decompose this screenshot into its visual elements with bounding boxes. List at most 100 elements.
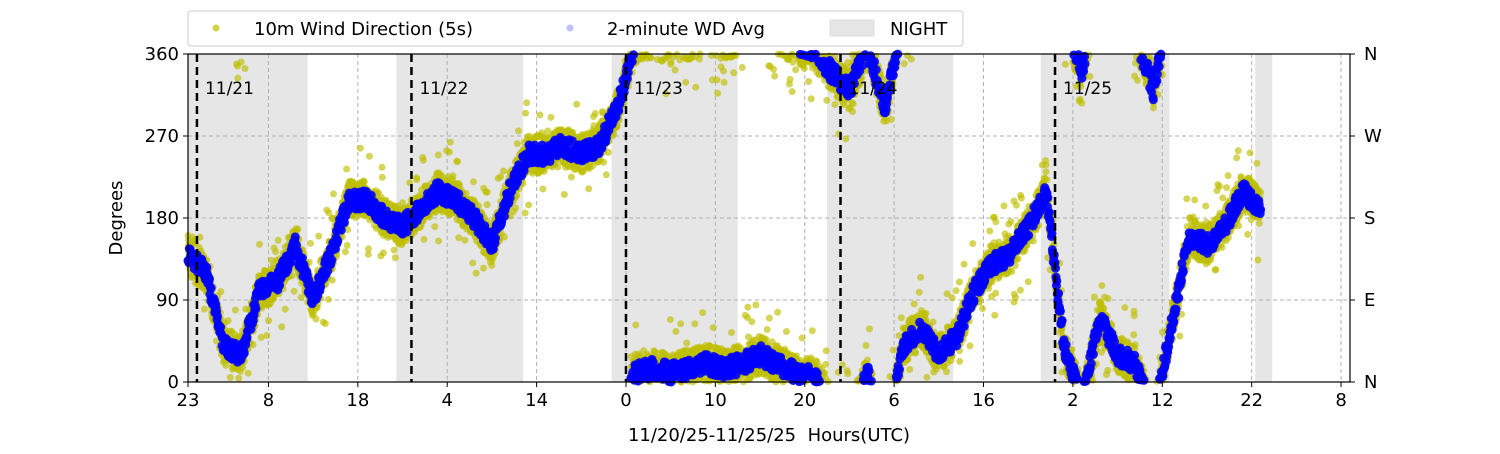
wd5s-point — [763, 336, 770, 343]
wd5s-point — [1121, 304, 1128, 311]
wd5s-point — [943, 368, 950, 375]
wd2min-point — [205, 275, 214, 284]
wd5s-point — [361, 178, 368, 185]
wd5s-point — [1043, 176, 1050, 183]
wd5s-point — [805, 78, 812, 85]
wd5s-point — [1218, 244, 1225, 251]
wd5s-point — [1233, 154, 1240, 161]
wd5s-point — [235, 375, 242, 382]
wd5s-point — [1202, 203, 1209, 210]
wd5s-point — [1007, 218, 1014, 225]
wd5s-point — [201, 306, 208, 313]
wd5s-point — [536, 111, 543, 118]
wd5s-point — [1134, 77, 1141, 84]
wd5s-point — [1212, 266, 1219, 273]
wd5s-point — [461, 237, 468, 244]
wd5s-point — [844, 370, 851, 377]
wd5s-point — [238, 59, 245, 66]
wd5s-point — [294, 226, 301, 233]
wd5s-point — [770, 66, 777, 73]
wd5s-point — [863, 342, 870, 349]
wd5s-point — [446, 149, 453, 156]
wd5s-point — [431, 223, 438, 230]
wd5s-point — [307, 240, 314, 247]
wd5s-point — [272, 248, 279, 255]
wd5s-point — [525, 201, 532, 208]
wd5s-point — [728, 329, 735, 336]
wd5s-point — [365, 245, 372, 252]
wd5s-point — [392, 254, 399, 261]
wd5s-point — [463, 190, 470, 197]
wd5s-point — [911, 300, 918, 307]
wd5s-point — [512, 204, 519, 211]
wd5s-point — [275, 237, 282, 244]
wd5s-point — [1062, 61, 1069, 68]
wd5s-point — [1104, 367, 1111, 374]
wd2min-point — [251, 304, 260, 313]
wd5s-point — [278, 323, 285, 330]
wd5s-point — [315, 233, 322, 240]
wd5s-point — [568, 174, 575, 181]
wd5s-point — [329, 277, 336, 284]
wd5s-point — [592, 110, 599, 117]
wd5s-point — [1017, 287, 1024, 294]
wd5s-point — [515, 127, 522, 134]
wd5s-point — [917, 274, 924, 281]
wd5s-point — [435, 237, 442, 244]
wd5s-point — [449, 172, 456, 179]
wd5s-point — [1013, 202, 1020, 209]
wd5s-point — [647, 54, 654, 61]
wd5s-point — [809, 327, 816, 334]
wd5s-point — [420, 157, 427, 164]
wd5s-point — [912, 350, 919, 357]
wd5s-point — [720, 67, 727, 74]
wd5s-point — [469, 259, 476, 266]
wd5s-point — [322, 320, 329, 327]
wd5s-point — [561, 191, 568, 198]
wd5s-point — [1244, 231, 1251, 238]
wd5s-point — [930, 318, 937, 325]
wd5s-point — [850, 100, 857, 107]
wd5s-point — [677, 320, 684, 327]
wd5s-point — [1018, 195, 1025, 202]
wd5s-point — [391, 247, 398, 254]
wd5s-point — [379, 164, 386, 171]
wd5s-point — [766, 315, 773, 322]
wd5s-point — [1025, 278, 1032, 285]
wd5s-point — [956, 278, 963, 285]
wd5s-point — [901, 60, 908, 67]
wd5s-point — [632, 321, 639, 328]
wd5s-point — [1176, 333, 1183, 340]
wd5s-point — [979, 305, 986, 312]
wd5s-point — [1078, 100, 1085, 107]
wd5s-point — [691, 320, 698, 327]
wd5s-point — [683, 340, 690, 347]
wd5s-point — [831, 101, 838, 108]
wd5s-point — [455, 234, 462, 241]
wd5s-point — [969, 240, 976, 247]
wd5s-point — [699, 309, 706, 316]
wd5s-point — [771, 73, 778, 80]
wd5s-point — [906, 366, 913, 373]
wd5s-point — [1191, 196, 1198, 203]
wd5s-point — [789, 59, 796, 66]
wd5s-point — [1247, 149, 1254, 156]
wd5s-point — [217, 288, 224, 295]
wd5s-point — [500, 168, 507, 175]
wd5s-point — [888, 116, 895, 123]
wd5s-point — [864, 357, 871, 364]
wd5s-point — [366, 153, 373, 160]
wd5s-point — [1235, 147, 1242, 154]
wd5s-point — [1254, 257, 1261, 264]
wd5s-point — [792, 66, 799, 73]
wd5s-point — [1042, 161, 1049, 168]
wd5s-point — [522, 209, 529, 216]
wd5s-point — [849, 108, 856, 115]
wd5s-point — [667, 316, 674, 323]
wd5s-point — [908, 56, 915, 63]
wd5s-point — [501, 233, 508, 240]
wd5s-point — [435, 151, 442, 158]
wd5s-point — [484, 201, 491, 208]
wd5s-point — [713, 76, 720, 83]
wd5s-point — [866, 325, 873, 332]
